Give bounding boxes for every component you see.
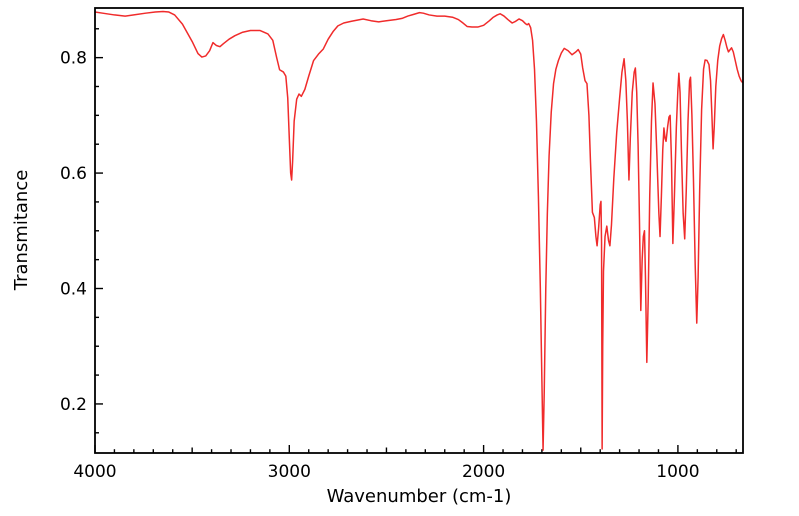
y-axis-label: Transmitance xyxy=(11,170,32,292)
spectrum-line xyxy=(95,10,743,451)
tick-label: 3000 xyxy=(268,462,311,482)
tick-label: 4000 xyxy=(73,462,116,482)
tick-labels: 4000 3000 2000 1000 0.2 0.4 0.6 0.8 xyxy=(60,49,700,482)
tick-label: 2000 xyxy=(462,462,505,482)
tick-label: 0.6 xyxy=(60,164,87,184)
plot-frame xyxy=(94,7,744,454)
spectrum-curve xyxy=(95,10,743,451)
tick-label: 1000 xyxy=(656,462,699,482)
x-axis-label: Wavenumber (cm-1) xyxy=(327,486,512,507)
tick-label: 0.2 xyxy=(60,395,87,415)
tick-label: 0.8 xyxy=(60,49,87,69)
tick-label: 0.4 xyxy=(60,280,87,300)
